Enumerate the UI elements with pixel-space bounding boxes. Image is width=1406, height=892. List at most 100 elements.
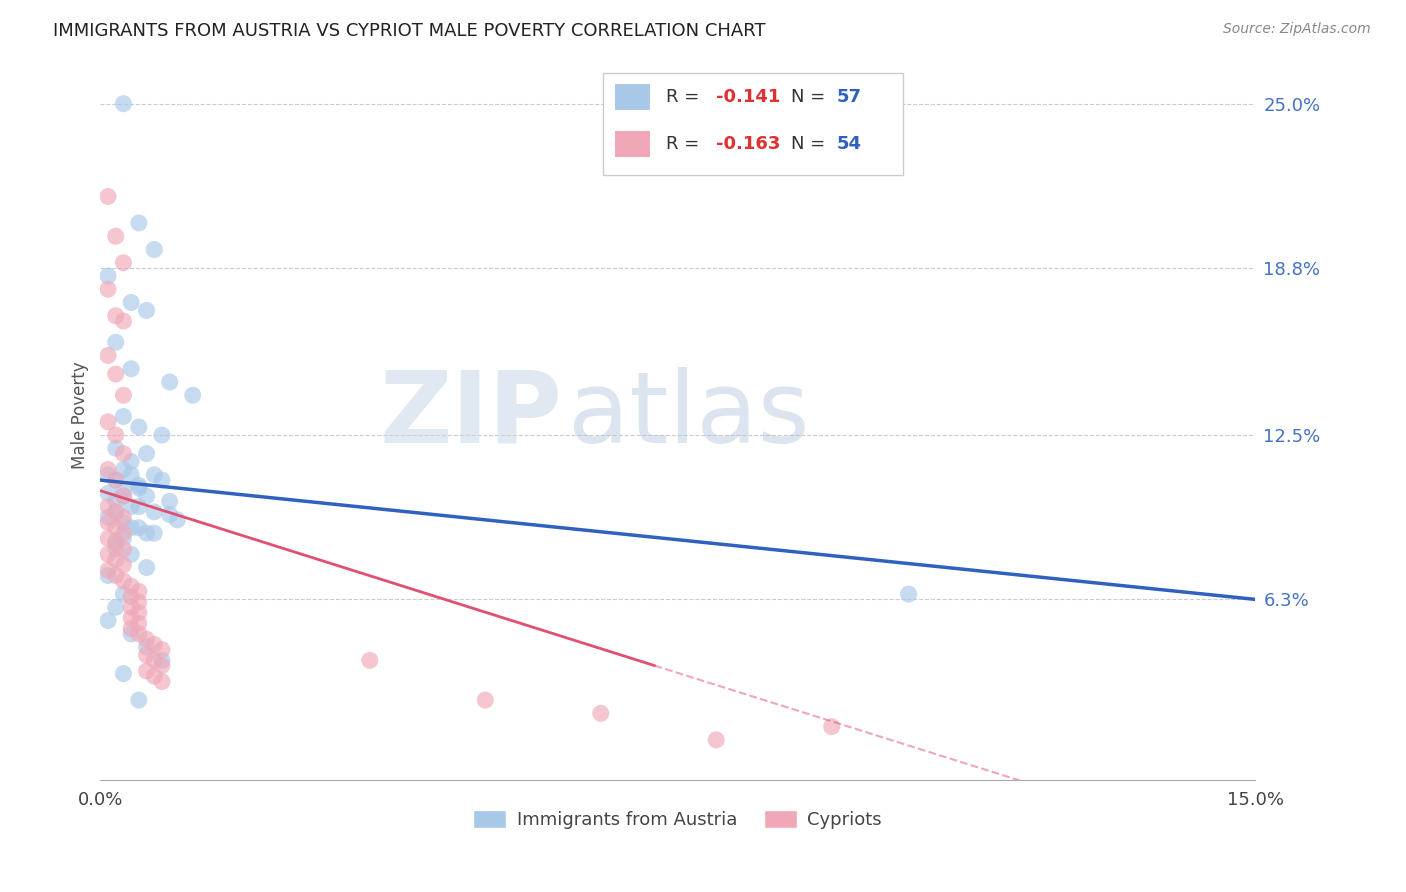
- Text: -0.141: -0.141: [716, 88, 780, 106]
- Point: [97, 532, 120, 546]
- Point: [150, 658, 173, 673]
- Point: [150, 428, 173, 442]
- Point: [112, 558, 135, 572]
- Point: [112, 510, 135, 524]
- Point: [128, 478, 150, 492]
- Point: [97, 614, 120, 628]
- Point: [112, 489, 135, 503]
- Point: [97, 547, 120, 561]
- Point: [104, 568, 127, 582]
- Point: [97, 516, 120, 530]
- Point: [97, 349, 120, 363]
- Point: [104, 473, 127, 487]
- Point: [128, 481, 150, 495]
- Text: ZIP: ZIP: [380, 367, 562, 464]
- Point: [112, 256, 135, 270]
- Point: [97, 268, 120, 283]
- Point: [150, 642, 173, 657]
- Point: [104, 473, 127, 487]
- Point: [120, 547, 142, 561]
- Point: [150, 674, 173, 689]
- FancyBboxPatch shape: [603, 72, 903, 175]
- Point: [135, 526, 157, 541]
- Point: [112, 314, 135, 328]
- Point: [104, 229, 127, 244]
- Point: [143, 467, 166, 482]
- Point: [135, 489, 157, 503]
- Point: [135, 648, 157, 662]
- Point: [112, 532, 135, 546]
- Point: [104, 335, 127, 350]
- Point: [112, 483, 135, 498]
- Point: [120, 361, 142, 376]
- Text: IMMIGRANTS FROM AUSTRIA VS CYPRIOT MALE POVERTY CORRELATION CHART: IMMIGRANTS FROM AUSTRIA VS CYPRIOT MALE …: [53, 22, 766, 40]
- Point: [112, 666, 135, 681]
- Text: atlas: atlas: [568, 367, 810, 464]
- Point: [97, 568, 120, 582]
- Point: [112, 446, 135, 460]
- Point: [143, 243, 166, 257]
- Point: [135, 664, 157, 678]
- Point: [135, 560, 157, 574]
- Point: [97, 462, 120, 476]
- Point: [120, 627, 142, 641]
- Point: [104, 521, 127, 535]
- Point: [120, 467, 142, 482]
- Point: [128, 584, 150, 599]
- Point: [135, 640, 157, 654]
- Point: [112, 462, 135, 476]
- Point: [159, 508, 181, 522]
- Point: [128, 606, 150, 620]
- Point: [128, 693, 150, 707]
- Point: [128, 595, 150, 609]
- Point: [143, 637, 166, 651]
- Point: [135, 446, 157, 460]
- Point: [150, 473, 173, 487]
- Point: [120, 611, 142, 625]
- Point: [128, 521, 150, 535]
- Point: [143, 669, 166, 683]
- Text: 57: 57: [837, 88, 862, 106]
- Point: [143, 653, 166, 667]
- Point: [112, 489, 135, 503]
- Text: N =: N =: [792, 135, 831, 153]
- Point: [474, 693, 496, 707]
- Point: [120, 622, 142, 636]
- Point: [166, 513, 188, 527]
- Point: [143, 505, 166, 519]
- Point: [97, 467, 120, 482]
- Point: [135, 303, 157, 318]
- Text: -0.163: -0.163: [716, 135, 780, 153]
- Point: [104, 541, 127, 556]
- Point: [128, 420, 150, 434]
- Point: [135, 632, 157, 647]
- Point: [112, 409, 135, 424]
- Point: [897, 587, 920, 601]
- Point: [112, 388, 135, 402]
- Text: R =: R =: [666, 88, 706, 106]
- Point: [128, 627, 150, 641]
- Point: [143, 526, 166, 541]
- Bar: [614, 84, 651, 112]
- Point: [104, 494, 127, 508]
- Point: [97, 563, 120, 577]
- Point: [104, 309, 127, 323]
- Point: [589, 706, 612, 721]
- Text: N =: N =: [792, 88, 831, 106]
- Text: Source: ZipAtlas.com: Source: ZipAtlas.com: [1223, 22, 1371, 37]
- Point: [97, 189, 120, 203]
- Point: [128, 216, 150, 230]
- Y-axis label: Male Poverty: Male Poverty: [72, 361, 89, 469]
- Point: [120, 500, 142, 514]
- Text: R =: R =: [666, 135, 706, 153]
- Point: [120, 600, 142, 615]
- Point: [359, 653, 381, 667]
- Point: [97, 500, 120, 514]
- Point: [97, 282, 120, 296]
- Point: [181, 388, 204, 402]
- Point: [104, 505, 127, 519]
- Point: [120, 295, 142, 310]
- Point: [821, 720, 844, 734]
- Legend: Immigrants from Austria, Cypriots: Immigrants from Austria, Cypriots: [467, 803, 890, 836]
- Point: [112, 516, 135, 530]
